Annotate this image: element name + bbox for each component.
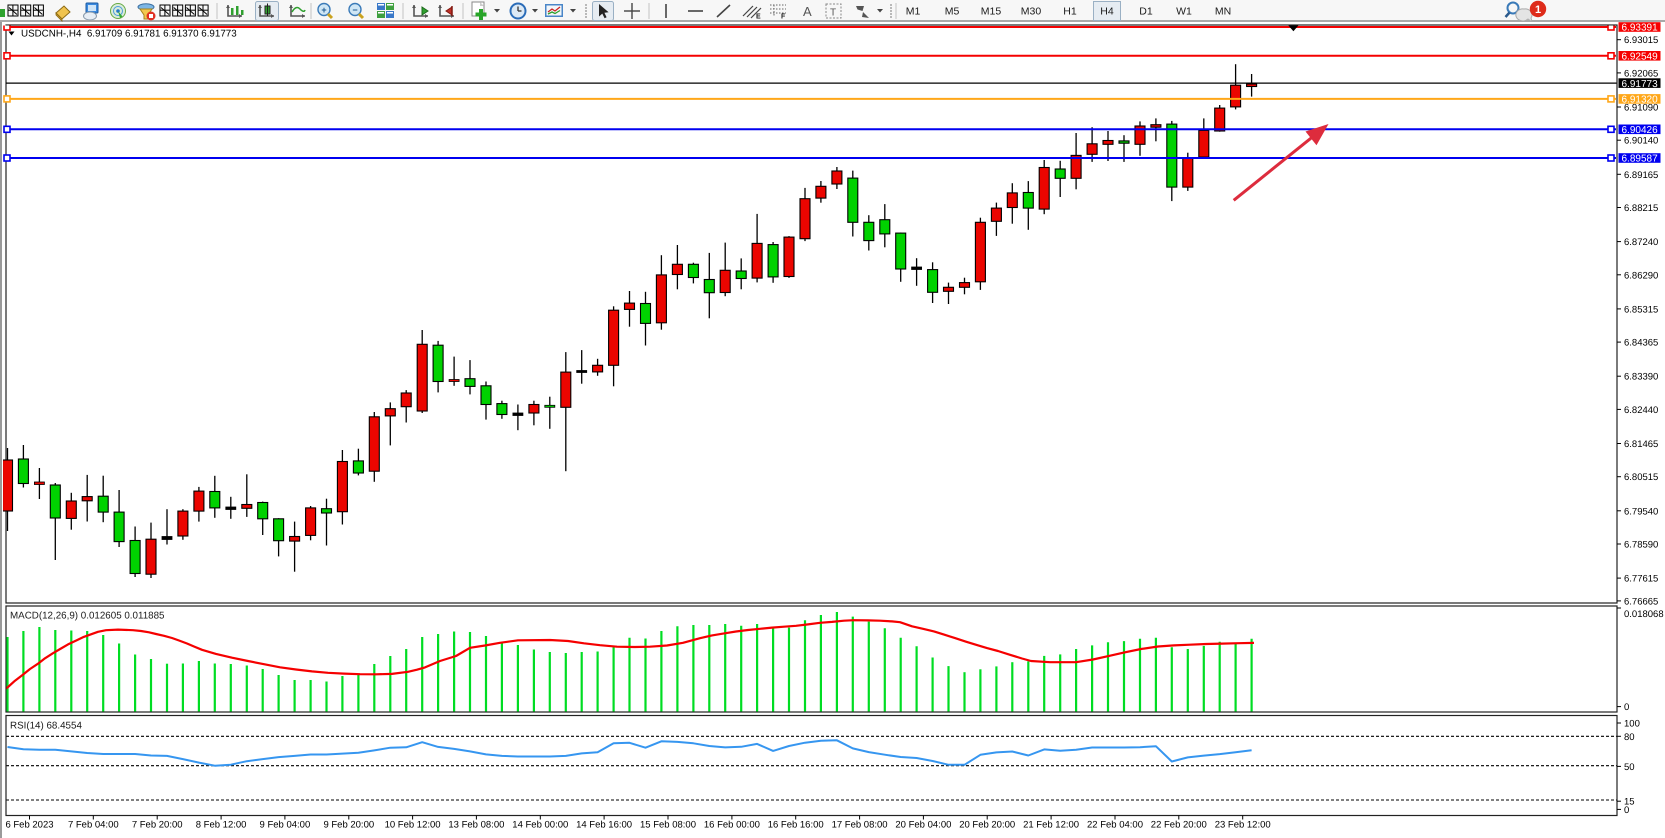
svg-text:10 Feb 12:00: 10 Feb 12:00	[385, 820, 441, 831]
svg-text:80: 80	[1624, 732, 1635, 743]
svg-text:6.77615: 6.77615	[1624, 574, 1658, 585]
svg-text:15: 15	[1624, 797, 1635, 808]
svg-text:6.88215: 6.88215	[1624, 203, 1658, 214]
svg-text:6.83390: 6.83390	[1624, 372, 1658, 383]
svg-text:M15: M15	[981, 6, 1002, 18]
svg-text:RSI(14) 68.4554: RSI(14) 68.4554	[10, 721, 82, 732]
svg-text:H4: H4	[1100, 6, 1114, 18]
svg-text:7 Feb 20:00: 7 Feb 20:00	[132, 820, 183, 831]
svg-text:6 Feb 2023: 6 Feb 2023	[5, 820, 53, 831]
svg-text:6.91773: 6.91773	[1622, 79, 1659, 90]
svg-text:6.90426: 6.90426	[1622, 125, 1659, 136]
svg-text:1: 1	[1535, 4, 1541, 16]
svg-text:MACD(12,26,9) 0.012605 0.01188: MACD(12,26,9) 0.012605 0.011885	[10, 611, 165, 622]
svg-text:14 Feb 16:00: 14 Feb 16:00	[576, 820, 632, 831]
svg-text:100: 100	[1624, 719, 1640, 730]
svg-text:16 Feb 00:00: 16 Feb 00:00	[704, 820, 760, 831]
svg-text:23 Feb 12:00: 23 Feb 12:00	[1215, 820, 1271, 831]
svg-text:MN: MN	[1215, 6, 1231, 18]
svg-text:6.76665: 6.76665	[1624, 596, 1658, 607]
svg-text:20 Feb 20:00: 20 Feb 20:00	[959, 820, 1015, 831]
svg-text:6.90140: 6.90140	[1624, 136, 1658, 147]
svg-text:21 Feb 12:00: 21 Feb 12:00	[1023, 820, 1079, 831]
svg-text:7 Feb 04:00: 7 Feb 04:00	[68, 820, 119, 831]
svg-text:6.93015: 6.93015	[1624, 35, 1658, 46]
svg-text:USDCNH-,H4 6.91709 6.91781 6.: USDCNH-,H4 6.91709 6.91781 6.91370 6.917…	[21, 29, 237, 40]
svg-text:0: 0	[1624, 702, 1629, 713]
svg-text:6.81465: 6.81465	[1624, 439, 1658, 450]
svg-text:M30: M30	[1021, 6, 1042, 18]
svg-text:6.86290: 6.86290	[1624, 270, 1658, 281]
svg-text:6.79540: 6.79540	[1624, 506, 1658, 517]
svg-text:8 Feb 12:00: 8 Feb 12:00	[196, 820, 247, 831]
svg-text:6.89587: 6.89587	[1622, 154, 1659, 165]
svg-text:W1: W1	[1176, 6, 1192, 18]
svg-text:20 Feb 04:00: 20 Feb 04:00	[895, 820, 951, 831]
svg-text:6.92065: 6.92065	[1624, 68, 1658, 79]
svg-text:6.80515: 6.80515	[1624, 472, 1658, 483]
svg-text:6.89165: 6.89165	[1624, 170, 1658, 181]
svg-text:T: T	[830, 8, 836, 19]
svg-text:16 Feb 16:00: 16 Feb 16:00	[768, 820, 824, 831]
svg-text:E: E	[756, 14, 761, 21]
svg-text:A: A	[803, 4, 812, 19]
svg-text:6.91090: 6.91090	[1624, 103, 1658, 114]
svg-text:15 Feb 08:00: 15 Feb 08:00	[640, 820, 696, 831]
svg-text:F: F	[781, 14, 786, 21]
svg-text:17 Feb 08:00: 17 Feb 08:00	[832, 820, 888, 831]
svg-text:6.92549: 6.92549	[1622, 52, 1659, 63]
svg-text:13 Feb 08:00: 13 Feb 08:00	[448, 820, 504, 831]
svg-text:M5: M5	[945, 6, 960, 18]
svg-text:6.87240: 6.87240	[1624, 237, 1658, 248]
svg-text:H1: H1	[1063, 6, 1077, 18]
svg-text:9 Feb 04:00: 9 Feb 04:00	[260, 820, 311, 831]
svg-text:22 Feb 20:00: 22 Feb 20:00	[1151, 820, 1207, 831]
svg-text:6.85315: 6.85315	[1624, 304, 1658, 315]
svg-text:6.91320: 6.91320	[1622, 95, 1659, 106]
svg-text:D1: D1	[1139, 6, 1153, 18]
svg-text:6.82440: 6.82440	[1624, 405, 1658, 416]
svg-text:9 Feb 20:00: 9 Feb 20:00	[323, 820, 374, 831]
svg-text:6.93391: 6.93391	[1622, 23, 1659, 34]
svg-text:+: +	[321, 5, 326, 15]
svg-text:M1: M1	[906, 6, 921, 18]
svg-text:0.018068: 0.018068	[1624, 609, 1664, 620]
svg-text:22 Feb 04:00: 22 Feb 04:00	[1087, 820, 1143, 831]
svg-text:0: 0	[1624, 805, 1629, 816]
svg-text:6.78590: 6.78590	[1624, 540, 1658, 551]
svg-text:14 Feb 00:00: 14 Feb 00:00	[512, 820, 568, 831]
svg-text:−: −	[352, 5, 357, 15]
svg-text:50: 50	[1624, 762, 1635, 773]
svg-text:6.84365: 6.84365	[1624, 338, 1658, 349]
